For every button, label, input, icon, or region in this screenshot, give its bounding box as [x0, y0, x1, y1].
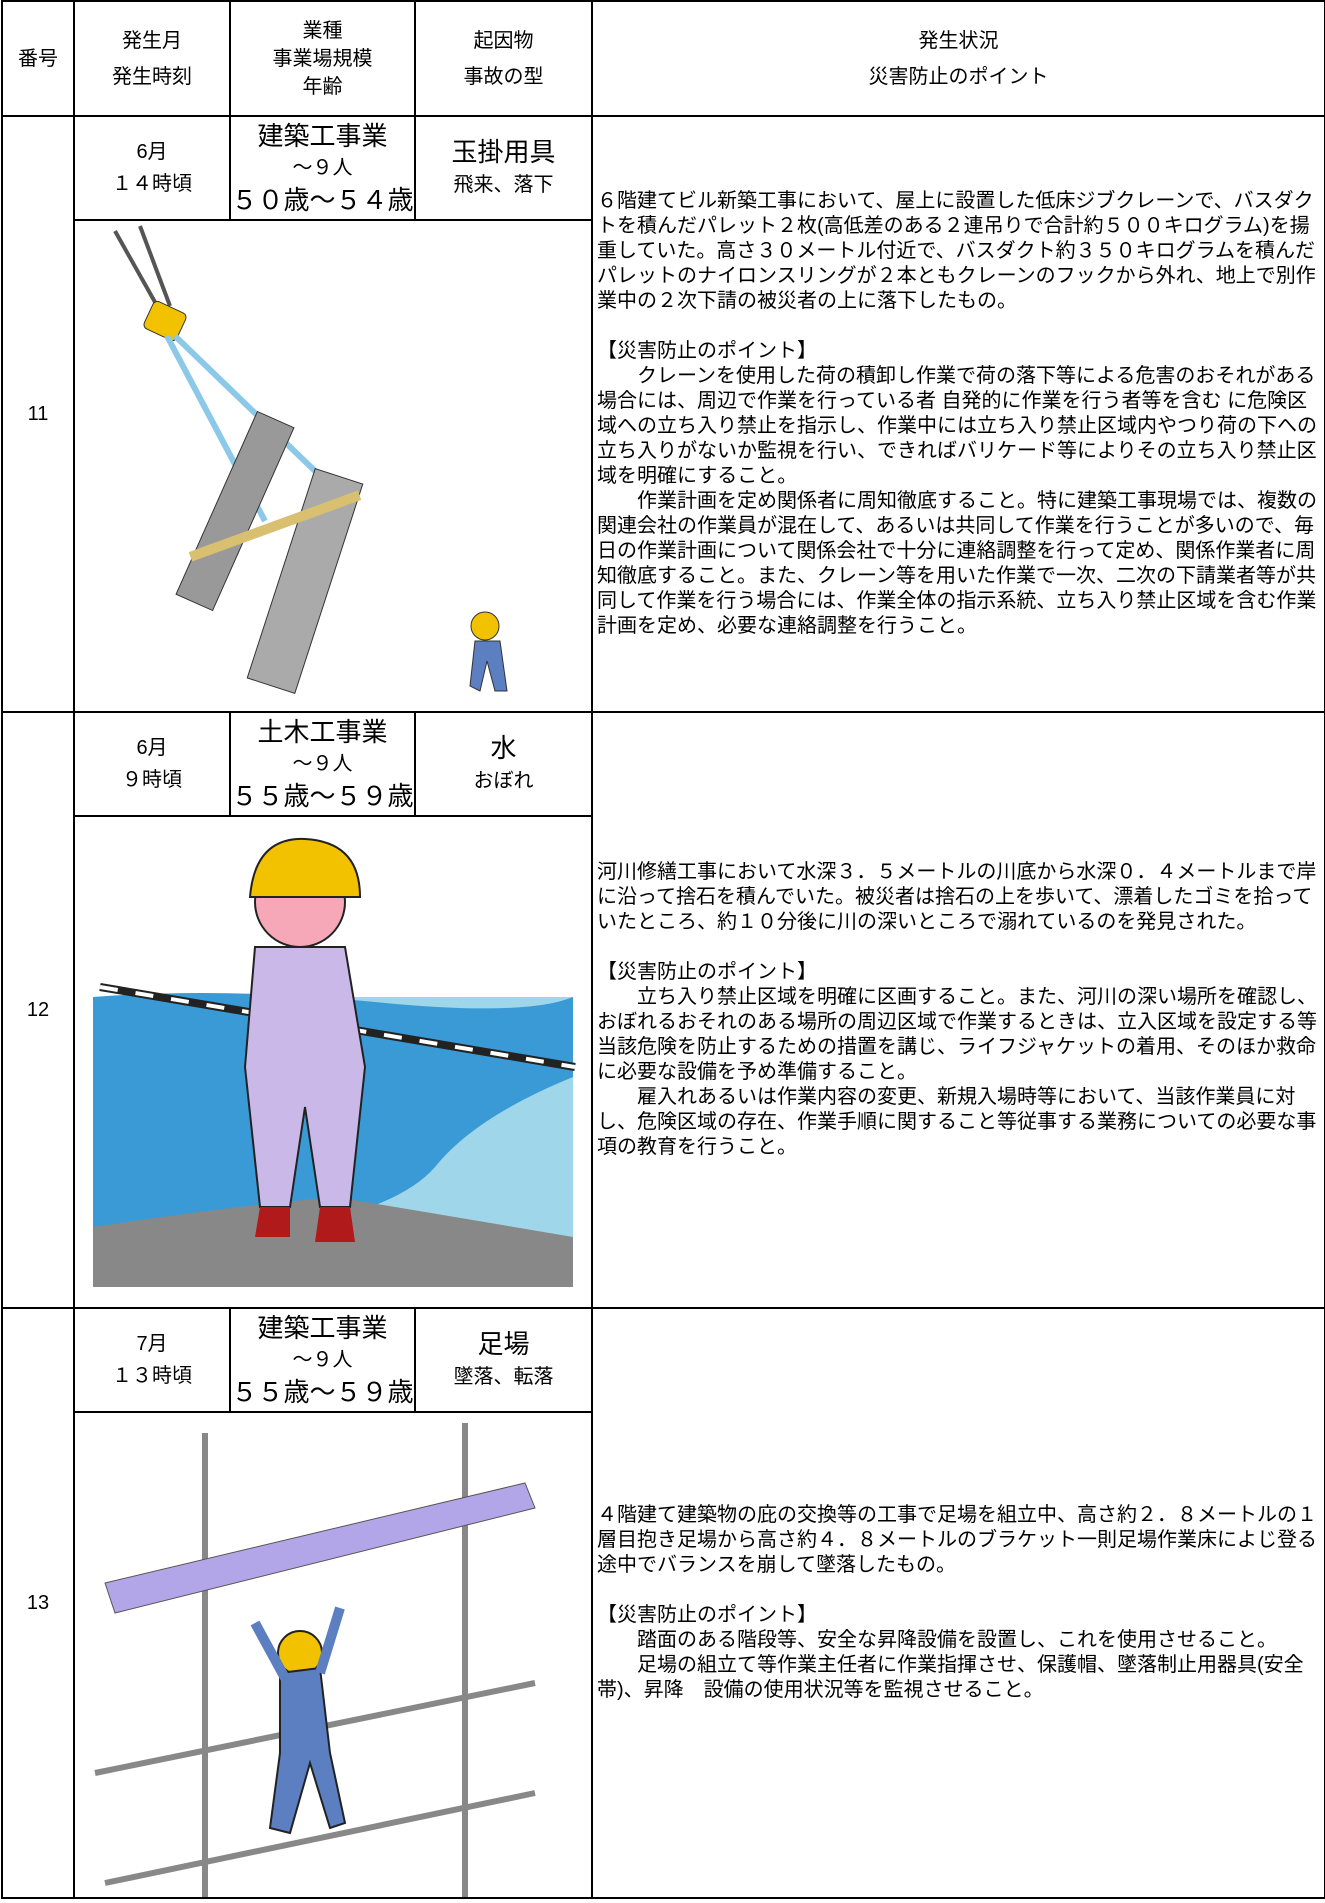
row-picture	[2, 219, 1325, 713]
row-info: 11 6月 １４時頃 建築工事業 ～９人 ５０歳～５４歳 玉掛用具 飛来、落下 ６階建てビル新築…	[1, 115, 1325, 713]
industry: 建築工事業	[257, 121, 388, 151]
month: 6月	[136, 141, 168, 163]
prevention-item: 雇入れあるいは作業内容の変更、新規入場時等において、当該作業員に対し、危険区域の…	[597, 1086, 1317, 1158]
month-time: 6月 ９時頃	[73, 711, 231, 817]
scale: ～９人	[292, 753, 353, 775]
row-picture	[2, 1411, 1325, 1899]
header-prevention: 災害防止のポイント	[868, 65, 1049, 88]
situation: ６階建てビル新築工事において、屋上に設置した低床ジブクレーンで、バスダクトを積ん…	[597, 190, 1316, 312]
picture-cell	[73, 219, 593, 713]
row-info: 13 7月 １３時頃 建築工事業 ～９人 ５５歳～５９歳 足場 墜落、転落 ４階建て建築物の庇の…	[1, 1307, 1325, 1899]
row-picture	[2, 815, 1325, 1309]
header-month: 発生月	[122, 29, 182, 52]
row-number: 13	[1, 1307, 75, 1899]
month-time: 6月 １４時頃	[73, 115, 231, 221]
month: 6月	[136, 737, 168, 759]
accident-type: 墜落、転落	[453, 1366, 554, 1388]
accident-type: おぼれ	[473, 770, 534, 792]
prevention-item: 踏面のある階段等、安全な昇降設備を設置し、これを使用させること。	[637, 1629, 1277, 1651]
month-time: 7月 １３時頃	[73, 1307, 231, 1413]
header-number: 番号	[1, 0, 75, 117]
illustration-scaffold-worker	[94, 1423, 536, 1897]
situation: ４階建て建築物の庇の交換等の工事で足場を組立中、高さ約２．８メートルの１層目抱き…	[597, 1504, 1317, 1576]
scale: ～９人	[292, 157, 353, 179]
header-situation: 発生状況災害防止のポイント	[591, 0, 1325, 117]
description: ４階建て建築物の庇の交換等の工事で足場を組立中、高さ約２．８メートルの１層目抱き…	[591, 1307, 1325, 1899]
cause: 玉掛用具	[451, 137, 556, 167]
description: ６階建てビル新築工事において、屋上に設置した低床ジブクレーンで、バスダクトを積ん…	[591, 115, 1325, 713]
header-row: 番号 発生月発生時刻 業種事業場規模年齢 起因物事故の型 発生状況災害防止のポイ…	[1, 0, 1325, 117]
prevention-heading: 【災害防止のポイント】	[597, 340, 817, 362]
cause-type: 水おぼれ	[414, 711, 593, 817]
header-scale: 事業場規模	[272, 47, 373, 70]
cause-type: 足場 墜落、転落	[414, 1307, 593, 1413]
row-number: 11	[1, 115, 75, 713]
cause: 足場	[477, 1329, 530, 1359]
header-cause: 起因物 事故の型	[414, 0, 593, 117]
prevention-heading: 【災害防止のポイント】	[597, 961, 817, 983]
age: ５５歳～５９歳	[231, 781, 414, 811]
prevention-item: 足場の組立て等作業主任者に作業指揮させ、保護帽、墜落制止用器具(安全帯)、昇降 …	[597, 1654, 1304, 1701]
cause: 水	[490, 733, 517, 763]
prevention-heading: 【災害防止のポイント】	[597, 1604, 817, 1626]
scale: ～９人	[292, 1349, 353, 1371]
month: 7月	[136, 1333, 168, 1355]
time: ９時頃	[122, 769, 182, 791]
prevention-item: 立ち入り禁止区域を明確に区画すること。また、河川の深い場所を確認し、おぼれるおそ…	[597, 986, 1317, 1083]
spacer	[597, 935, 1318, 960]
illustration-river-worker	[93, 837, 576, 1287]
header-industry: 業種 事業場規模 年齢	[229, 0, 416, 117]
header-age: 年齢	[302, 75, 343, 98]
header-time: 発生時刻	[112, 65, 192, 88]
row-info: 12 6月 ９時頃 土木工事業 ～９人 ５５歳～５９歳水おぼれ 河川修繕工事において水深３．…	[1, 711, 1325, 1309]
accident-type: 飛来、落下	[453, 174, 554, 196]
header-accident-type: 事故の型	[463, 65, 544, 88]
industry-scale-age: 土木工事業 ～９人 ５５歳～５９歳	[229, 711, 416, 817]
time: １４時頃	[112, 173, 192, 195]
time: １３時頃	[112, 1365, 192, 1387]
age: ５５歳～５９歳	[231, 1377, 414, 1407]
header-month-time: 発生月 発生時刻	[73, 0, 231, 117]
age: ５０歳～５４歳	[231, 185, 414, 215]
situation: 河川修繕工事において水深３．５メートルの川底から水深０．４メートルまで岸に沿って…	[597, 861, 1317, 933]
cause-type: 玉掛用具 飛来、落下	[414, 115, 593, 221]
spacer	[597, 314, 1318, 339]
industry-scale-age: 建築工事業 ～９人 ５０歳～５４歳	[229, 115, 416, 221]
header-cause-text: 起因物	[473, 29, 534, 52]
industry-scale-age: 建築工事業 ～９人 ５５歳～５９歳	[229, 1307, 416, 1413]
illustration-crane-load	[113, 225, 508, 694]
industry: 建築工事業	[257, 1313, 388, 1343]
spacer	[597, 1578, 1318, 1603]
row-number: 12	[1, 711, 75, 1309]
description: 河川修繕工事において水深３．５メートルの川底から水深０．４メートルまで岸に沿って…	[591, 711, 1325, 1309]
picture-cell	[73, 815, 593, 1309]
header-situation-text: 発生状況	[918, 29, 999, 52]
industry: 土木工事業	[257, 717, 388, 747]
header-industry-text: 業種	[302, 19, 343, 42]
prevention-item: 作業計画を定め関係者に周知徹底すること。特に建築工事現場では、複数の関連会社の作…	[597, 490, 1317, 637]
picture-cell	[73, 1411, 593, 1899]
prevention-item: クレーンを使用した荷の積卸し作業で荷の落下等による危害のおそれがある場合には、周…	[597, 365, 1317, 487]
